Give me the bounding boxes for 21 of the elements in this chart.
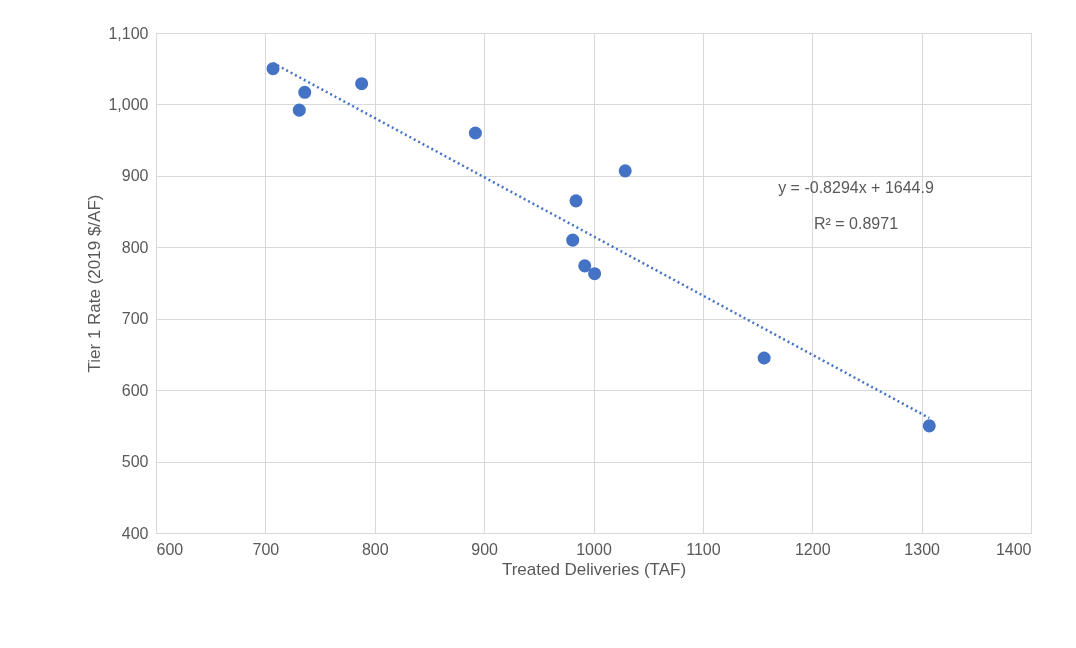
y-tick-label: 1,000 — [108, 95, 149, 113]
y-tick-label: 500 — [121, 453, 149, 471]
x-tick-label: 1200 — [794, 540, 831, 558]
x-axis-title: Treated Deliveries (TAF) — [501, 559, 687, 579]
x-tick-label: 1400 — [995, 540, 1032, 558]
y-tick-label: 1,100 — [108, 24, 149, 42]
annotation: R² = 0.8971 — [813, 215, 899, 232]
y-tick-label: 800 — [121, 238, 149, 256]
y-tick-label: 600 — [121, 381, 149, 399]
y-tick-label: 900 — [121, 167, 149, 185]
x-tick-label: 1100 — [686, 540, 721, 558]
x-tick-label: 800 — [361, 540, 389, 558]
annotation: y = -0.8294x + 1644.9 — [778, 179, 934, 196]
y-tick-label: 400 — [121, 524, 149, 542]
x-tick-label: 600 — [156, 540, 184, 558]
x-tick-label: 1000 — [576, 540, 612, 558]
y-tick-label: 700 — [121, 310, 149, 328]
x-tick-label: 700 — [252, 540, 280, 558]
y-axis-title: Tier 1 Rate (2019 $/AF) — [85, 194, 105, 373]
x-tick-label: 900 — [471, 540, 499, 558]
x-tick-label: 1300 — [904, 540, 941, 558]
